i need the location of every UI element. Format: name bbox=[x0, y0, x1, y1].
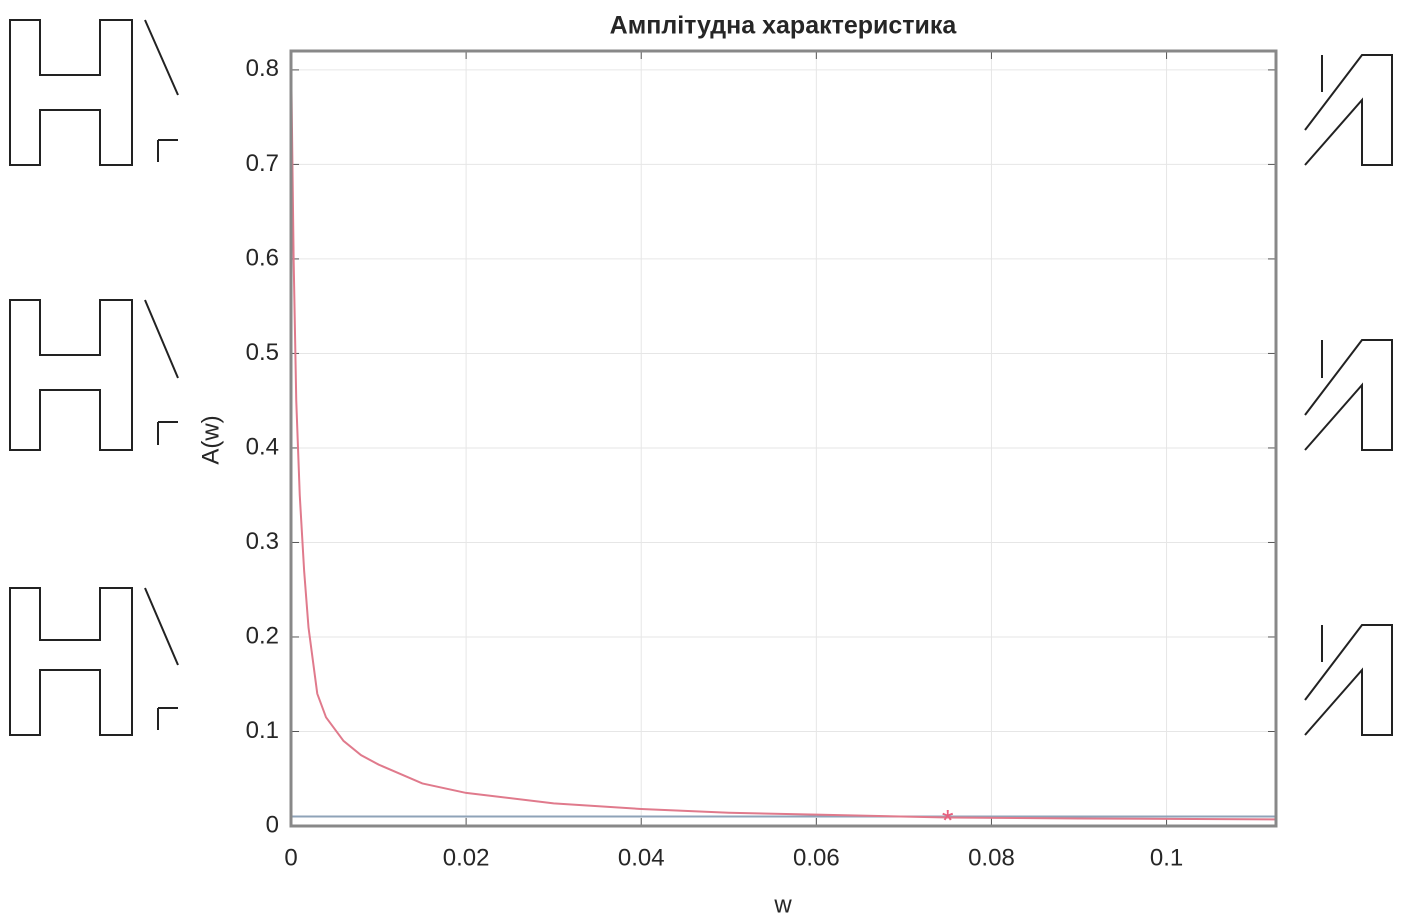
x-tick-label: 0.1 bbox=[1150, 844, 1183, 871]
x-tick-label: 0.06 bbox=[793, 844, 840, 871]
line-series bbox=[290, 50, 1277, 821]
marker: * bbox=[942, 804, 954, 837]
y-tick-label: 0 bbox=[266, 811, 279, 838]
x-tick-label: 0.04 bbox=[618, 844, 665, 871]
axes-box bbox=[289, 49, 1278, 828]
y-tick-label: 0.4 bbox=[246, 433, 279, 460]
y-tick-label: 0.6 bbox=[246, 244, 279, 271]
y-tick-label: 0.2 bbox=[246, 622, 279, 649]
plot-area bbox=[291, 51, 1276, 826]
x-tick-label: 0 bbox=[284, 844, 297, 871]
chart-title: Амплітудна характеристика bbox=[610, 12, 958, 40]
y-tick-label: 0.7 bbox=[246, 150, 279, 177]
side-decoration bbox=[9, 19, 1393, 736]
y-tick-label: 0.1 bbox=[246, 717, 279, 744]
y-axis-label: A(w) bbox=[197, 415, 224, 464]
x-tick-label: 0.02 bbox=[443, 844, 490, 871]
y-tick-label: 0.3 bbox=[246, 528, 279, 555]
x-axis-label: w bbox=[773, 891, 792, 916]
y-tick-label: 0.8 bbox=[246, 55, 279, 82]
x-tick-label: 0.08 bbox=[968, 844, 1015, 871]
y-tick-label: 0.5 bbox=[246, 339, 279, 366]
